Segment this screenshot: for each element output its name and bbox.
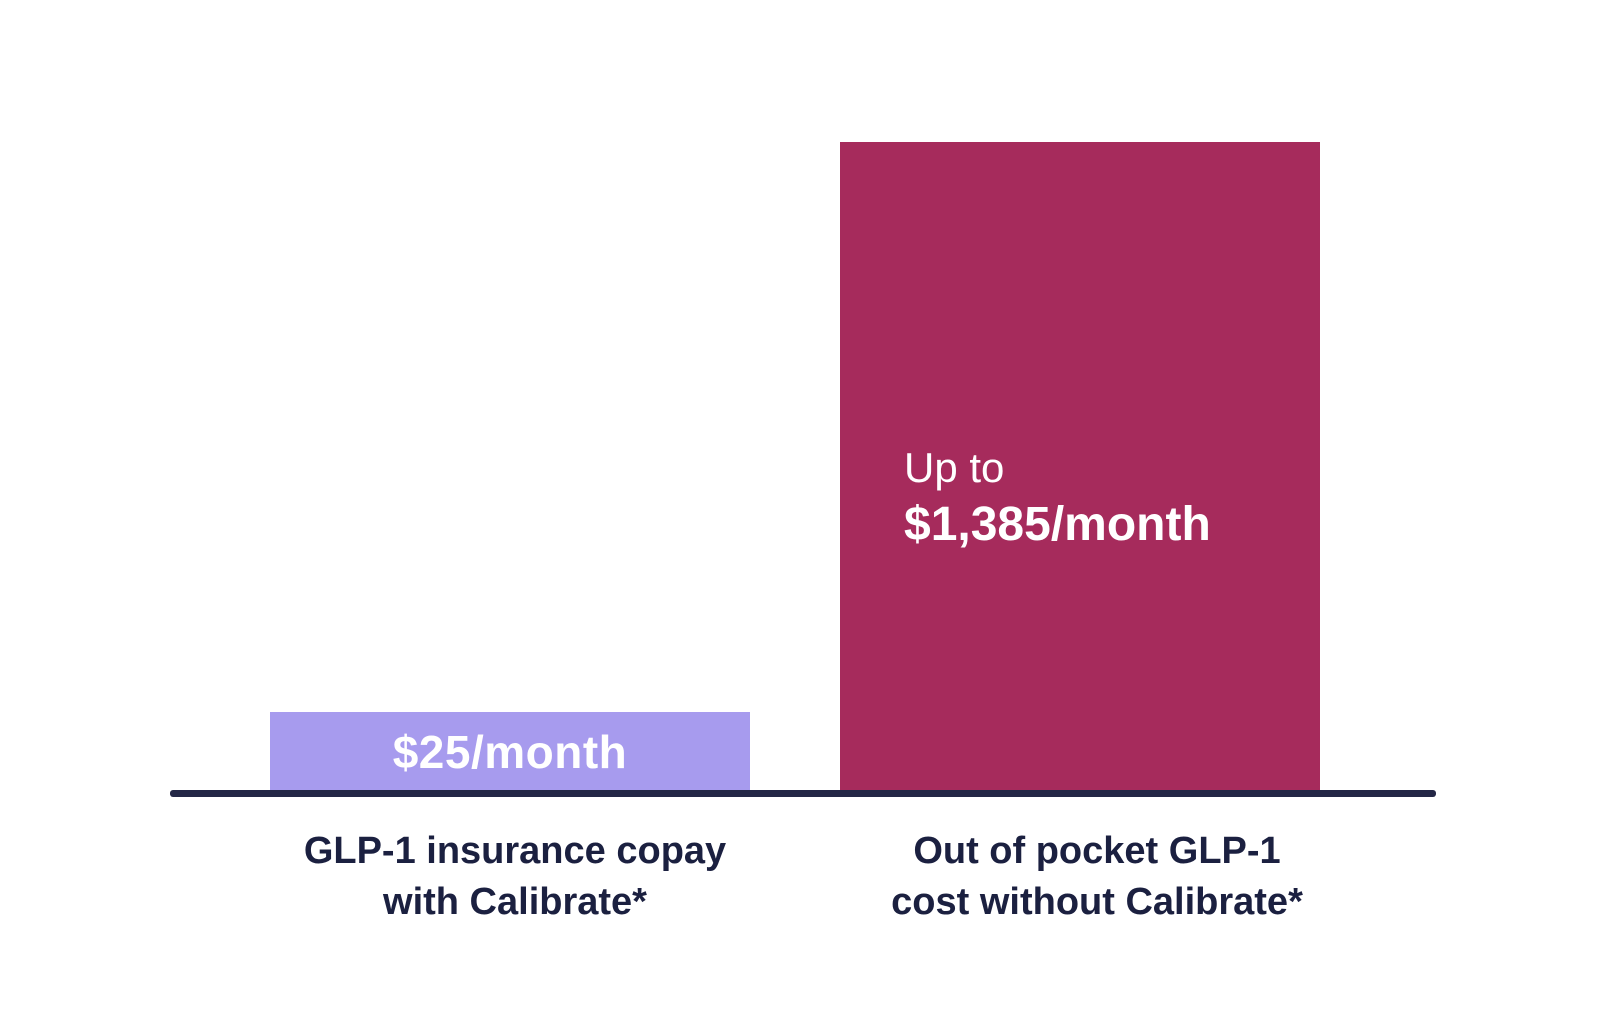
category-label-line: GLP-1 insurance copay xyxy=(303,830,727,872)
category-label-line: Out of pocket GLP-1 xyxy=(913,830,1281,872)
bar-value-label: $25/month xyxy=(392,726,628,778)
bar-copay-with-calibrate: $25/month xyxy=(270,712,750,792)
x-axis-line xyxy=(170,790,1436,797)
bar-value-label-group: Up to $1,385/month xyxy=(904,442,1211,555)
category-label-line: cost without Calibrate* xyxy=(891,881,1303,924)
category-label-with-calibrate: GLP-1 insurance copay with Calibrate* xyxy=(205,826,825,929)
bar-value-prefix: Up to xyxy=(904,444,1005,491)
category-label-line: with Calibrate* xyxy=(383,881,647,924)
bar-value-label: $1,385/month xyxy=(904,497,1211,551)
bar-out-of-pocket-without-calibrate: Up to $1,385/month xyxy=(840,142,1320,792)
category-label-without-calibrate: Out of pocket GLP-1 cost without Calibra… xyxy=(787,826,1407,929)
